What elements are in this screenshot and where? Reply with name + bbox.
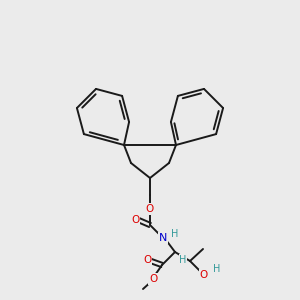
Text: O: O — [149, 274, 157, 284]
Text: O: O — [131, 215, 139, 225]
Text: H: H — [171, 229, 179, 239]
Text: H: H — [179, 255, 187, 265]
Text: O: O — [200, 270, 208, 280]
Text: N: N — [159, 233, 167, 243]
Text: O: O — [143, 255, 151, 265]
Text: H: H — [213, 264, 221, 274]
Text: O: O — [146, 204, 154, 214]
